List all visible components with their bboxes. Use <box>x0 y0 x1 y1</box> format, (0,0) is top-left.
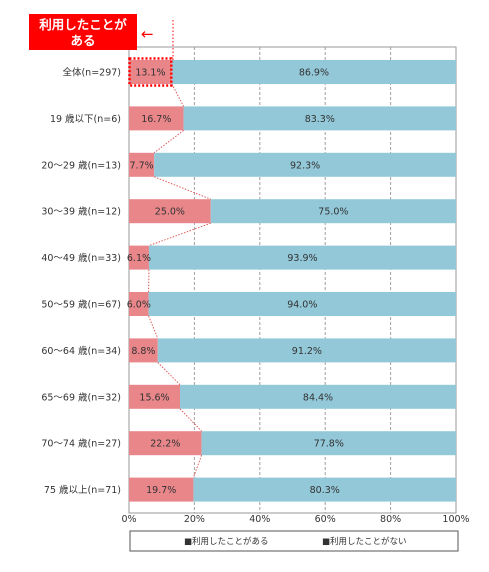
x-tick-labels: 0% 20% 40% 60% 80% 100% <box>121 514 469 525</box>
value-label-used: 16.7% <box>141 114 171 125</box>
connector-line <box>179 408 202 432</box>
value-label-not-used: 75.0% <box>318 207 348 218</box>
callout-line-1: 利用したことが <box>39 17 127 32</box>
connector-line <box>148 315 159 339</box>
value-label-not-used: 83.3% <box>305 114 335 125</box>
category-label: 全体(n=297) <box>62 67 121 79</box>
x-tick-label: 80% <box>380 514 401 525</box>
category-label: 50～59 歳(n=67) <box>41 299 121 311</box>
value-label-used: 25.0% <box>155 207 185 218</box>
value-label-used: 6.0% <box>127 300 151 311</box>
category-label: 65～69 歳(n=32) <box>41 391 121 403</box>
category-labels: 全体(n=297) 19 歳以下(n=6) 20～29 歳(n=13) 30～39 歳… <box>41 67 121 497</box>
legend: ■利用したことがある ■利用したことがない <box>129 530 459 552</box>
bar-used <box>129 60 172 84</box>
connector-line <box>153 130 184 154</box>
bars <box>129 60 456 502</box>
bar-used <box>129 338 158 363</box>
x-tick-label: 100% <box>442 514 469 525</box>
bar-used <box>129 106 184 131</box>
connector-line <box>171 83 185 107</box>
bar-not-used <box>157 338 456 363</box>
bar-not-used <box>148 245 456 270</box>
connector-line <box>192 455 203 478</box>
callout-arrow: ← <box>141 25 154 43</box>
bar-used <box>129 199 211 224</box>
legend-frame <box>129 530 459 552</box>
value-label-used: 13.1% <box>135 68 165 79</box>
bar-used <box>129 431 202 456</box>
bar-used <box>129 384 181 409</box>
value-label-not-used: 80.3% <box>310 485 340 496</box>
bar-not-used <box>183 106 456 131</box>
connector-line <box>157 362 181 386</box>
bar-used <box>129 245 149 270</box>
value-label-not-used: 94.0% <box>287 300 317 311</box>
connector-lines <box>148 83 211 478</box>
connector-line <box>148 222 211 247</box>
bar-not-used <box>180 384 456 409</box>
category-label: 30～39 歳(n=12) <box>41 206 121 218</box>
value-label-used: 8.8% <box>131 346 155 357</box>
bar-not-used <box>193 477 456 502</box>
category-label: 19 歳以下(n=6) <box>50 113 121 125</box>
callout: 利用したことが ある ← <box>29 14 174 87</box>
bar-not-used <box>154 152 456 177</box>
value-label-not-used: 93.9% <box>287 253 317 264</box>
value-label-used: 6.1% <box>127 253 151 264</box>
x-tick-label: 20% <box>184 514 205 525</box>
connector-line <box>153 176 211 200</box>
callout-line-2: ある <box>70 33 95 48</box>
value-label-not-used: 84.4% <box>303 392 333 403</box>
value-label-not-used: 86.9% <box>299 68 329 79</box>
bar-not-used <box>210 199 456 224</box>
bar-used <box>129 152 155 177</box>
legend-item-not-used: ■利用したことがない <box>322 536 407 547</box>
bar-not-used <box>148 292 456 316</box>
category-label: 20～29 歳(n=13) <box>41 159 121 171</box>
category-label: 70～74 歳(n=27) <box>41 438 121 450</box>
value-label-not-used: 77.8% <box>314 439 344 450</box>
x-tick-label: 40% <box>249 514 270 525</box>
bar-not-used <box>171 60 456 84</box>
x-tick-label: 0% <box>121 514 136 525</box>
category-label: 40～49 歳(n=33) <box>41 252 121 264</box>
value-label-not-used: 91.2% <box>292 346 322 357</box>
x-tick-label: 60% <box>315 514 336 525</box>
callout-box <box>29 14 137 50</box>
plot-area-frame <box>128 46 457 514</box>
legend-item-used: ■利用したことがある <box>184 536 269 547</box>
highlight-box <box>128 57 173 87</box>
bar-not-used <box>201 431 456 456</box>
value-label-used: 15.6% <box>139 392 169 403</box>
value-label-not-used: 92.3% <box>290 160 320 171</box>
bar-used <box>129 477 194 502</box>
value-label-used: 19.7% <box>146 485 176 496</box>
value-label-used: 7.7% <box>130 160 154 171</box>
category-label: 60～64 歳(n=34) <box>41 345 121 357</box>
value-label-used: 22.2% <box>150 439 180 450</box>
bar-used <box>129 292 149 316</box>
value-labels: 13.1% 86.9% 16.7% 83.3% 7.7% 92.3% 25.0% 75.0% 6… <box>127 68 349 497</box>
category-label: 75 歳以上(n=71) <box>44 484 121 496</box>
